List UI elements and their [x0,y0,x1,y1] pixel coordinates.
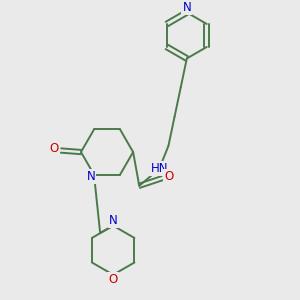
Text: N: N [182,2,191,14]
Text: O: O [109,273,118,286]
Text: O: O [50,142,59,155]
Text: HN: HN [151,162,168,176]
Text: N: N [87,170,95,183]
Text: O: O [164,170,174,183]
Text: N: N [109,214,118,227]
